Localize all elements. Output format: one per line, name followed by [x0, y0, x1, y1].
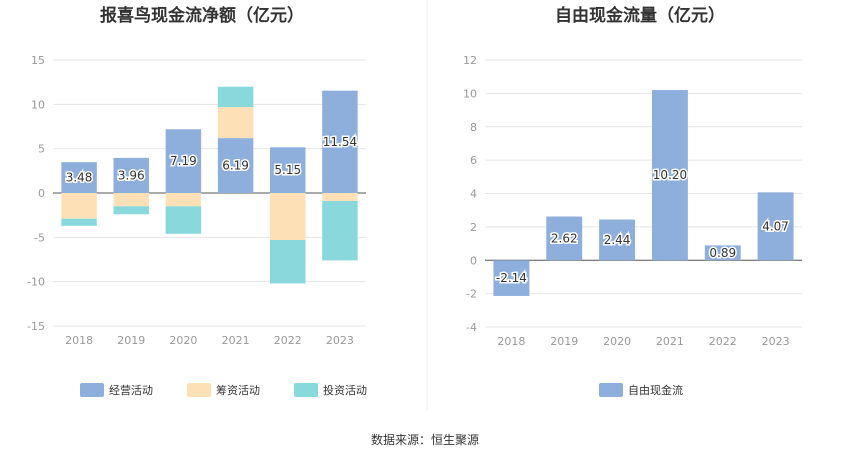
- bar-筹资活动[interactable]: [322, 193, 358, 201]
- bar-data-label: 11.54: [323, 135, 357, 149]
- y-tick-label: 0: [38, 187, 45, 200]
- legend-swatch[interactable]: [599, 383, 623, 397]
- y-tick-label: 10: [463, 87, 477, 100]
- bar-data-label: -2.14: [496, 271, 527, 285]
- bar-data-label: 0.89: [709, 246, 736, 260]
- y-tick-label: 15: [31, 54, 45, 67]
- bar-data-label: 4.07: [762, 219, 789, 233]
- bar-自由现金流[interactable]: [757, 192, 794, 261]
- y-tick-label: -4: [466, 321, 477, 334]
- x-tick-label: 2021: [222, 334, 250, 347]
- x-tick-label: 2022: [274, 334, 302, 347]
- bar-投资活动[interactable]: [165, 206, 202, 234]
- bar-经营活动[interactable]: [165, 129, 202, 193]
- bar-投资活动[interactable]: [322, 200, 358, 261]
- x-tick-label: 2021: [656, 335, 684, 348]
- legend-label[interactable]: 投资活动: [323, 383, 367, 397]
- legend-label[interactable]: 经营活动: [109, 383, 153, 397]
- bar-自由现金流[interactable]: [546, 216, 583, 261]
- legend-swatch[interactable]: [80, 383, 104, 397]
- x-tick-label: 2023: [762, 335, 790, 348]
- y-tick-label: -15: [27, 320, 45, 333]
- x-tick-label: 2019: [550, 335, 578, 348]
- y-tick-label: 8: [470, 121, 477, 134]
- bar-经营活动[interactable]: [322, 90, 358, 193]
- y-tick-label: -2: [466, 288, 477, 301]
- x-tick-label: 2023: [326, 334, 354, 347]
- cash-flow-net-chart: 报喜鸟现金流净额（亿元） 15 10 5 0 -5 -10 -15 2018 2019 2020 2…: [27, 5, 367, 397]
- bar-data-label: 3.48: [66, 171, 93, 185]
- y-tick-label: -10: [27, 276, 45, 289]
- x-tick-label: 2022: [709, 335, 737, 348]
- x-tick-label: 2020: [169, 334, 197, 347]
- bar-投资活动[interactable]: [217, 86, 254, 108]
- x-tick-label: 2019: [117, 334, 145, 347]
- bar-data-label: 5.15: [274, 163, 301, 177]
- x-tick-label: 2018: [497, 335, 525, 348]
- bar-data-label: 10.20: [653, 168, 687, 182]
- legend-swatch[interactable]: [187, 383, 211, 397]
- left-chart-title: 报喜鸟现金流净额（亿元）: [100, 5, 304, 26]
- y-tick-label: 2: [470, 221, 477, 234]
- bar-data-label: 3.96: [118, 168, 145, 182]
- bar-投资活动[interactable]: [270, 239, 306, 284]
- bar-筹资活动[interactable]: [217, 107, 254, 139]
- legend-swatch[interactable]: [294, 383, 318, 397]
- bar-投资活动[interactable]: [61, 218, 97, 226]
- bar-经营活动[interactable]: [270, 147, 306, 193]
- bar-筹资活动[interactable]: [165, 193, 202, 207]
- bar-自由现金流[interactable]: [599, 219, 636, 261]
- right-chart-title: 自由现金流量（亿元）: [555, 5, 725, 26]
- x-tick-label: 2020: [603, 335, 631, 348]
- y-tick-label: 4: [470, 188, 477, 201]
- bar-筹资活动[interactable]: [270, 193, 306, 240]
- source-note: 数据来源：恒生聚源: [371, 432, 479, 447]
- legend-label[interactable]: 自由现金流: [628, 383, 683, 397]
- bar-自由现金流[interactable]: [651, 90, 688, 261]
- bar-自由现金流[interactable]: [493, 260, 530, 296]
- bar-经营活动[interactable]: [61, 162, 97, 193]
- bar-data-label: 2.44: [604, 233, 631, 247]
- bar-经营活动[interactable]: [217, 138, 254, 193]
- legend-label[interactable]: 筹资活动: [216, 383, 260, 397]
- y-tick-label: 6: [470, 154, 477, 167]
- bar-data-label: 2.62: [551, 231, 578, 245]
- bar-data-label: 7.19: [170, 154, 197, 168]
- bar-筹资活动[interactable]: [113, 193, 149, 207]
- bar-筹资活动[interactable]: [61, 193, 97, 219]
- y-tick-label: 0: [470, 254, 477, 267]
- y-tick-label: 12: [463, 54, 477, 67]
- bar-投资活动[interactable]: [113, 206, 149, 215]
- x-tick-label: 2018: [65, 334, 93, 347]
- bar-自由现金流[interactable]: [704, 245, 741, 261]
- bar-data-label: 6.19: [222, 159, 249, 173]
- y-tick-label: 10: [31, 98, 45, 111]
- y-tick-label: 5: [38, 143, 45, 156]
- y-tick-label: -5: [34, 231, 45, 244]
- bar-经营活动[interactable]: [113, 157, 149, 193]
- free-cash-flow-chart: 自由现金流量（亿元） 12 10 8 6 4 2 0 -2 -4 2018 2019 2020 2021…: [463, 5, 802, 397]
